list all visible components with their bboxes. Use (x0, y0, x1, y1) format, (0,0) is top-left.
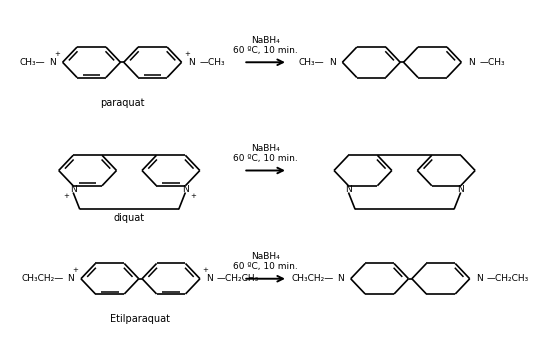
Text: N: N (337, 274, 344, 283)
Text: N: N (329, 58, 336, 67)
Text: N: N (207, 274, 214, 283)
Text: +: + (184, 51, 190, 57)
Text: 60 ºC, 10 min.: 60 ºC, 10 min. (233, 154, 298, 163)
Text: 60 ºC, 10 min.: 60 ºC, 10 min. (233, 262, 298, 271)
Text: diquat: diquat (113, 213, 145, 223)
Text: N: N (345, 184, 352, 194)
Text: —CH₃: —CH₃ (479, 58, 505, 67)
Text: NaBH₄: NaBH₄ (251, 144, 280, 153)
Text: +: + (191, 193, 197, 199)
Text: 60 ºC, 10 min.: 60 ºC, 10 min. (233, 46, 298, 55)
Text: N: N (468, 58, 475, 67)
Text: +: + (54, 51, 60, 57)
Text: +: + (202, 267, 209, 273)
Text: Etilparaquat: Etilparaquat (111, 314, 170, 324)
Text: NaBH₄: NaBH₄ (251, 252, 280, 261)
Text: N: N (188, 58, 195, 67)
Text: —CH₃: —CH₃ (200, 58, 225, 67)
Text: CH₃—: CH₃— (299, 58, 325, 67)
Text: NaBH₄: NaBH₄ (251, 36, 280, 45)
Text: —CH₂CH₃: —CH₂CH₃ (486, 274, 529, 283)
Text: N: N (457, 184, 464, 194)
Text: paraquat: paraquat (100, 98, 144, 108)
Text: CH₃CH₂—: CH₃CH₂— (292, 274, 334, 283)
Text: N: N (68, 274, 74, 283)
Text: +: + (73, 267, 78, 273)
Text: N: N (476, 274, 483, 283)
Text: N: N (49, 58, 56, 67)
Text: CH₃—: CH₃— (19, 58, 45, 67)
Text: CH₃CH₂—: CH₃CH₂— (22, 274, 64, 283)
Text: N: N (70, 184, 77, 194)
Text: N: N (182, 184, 189, 194)
Text: —CH₂CH₃: —CH₂CH₃ (217, 274, 259, 283)
Text: +: + (64, 193, 69, 199)
